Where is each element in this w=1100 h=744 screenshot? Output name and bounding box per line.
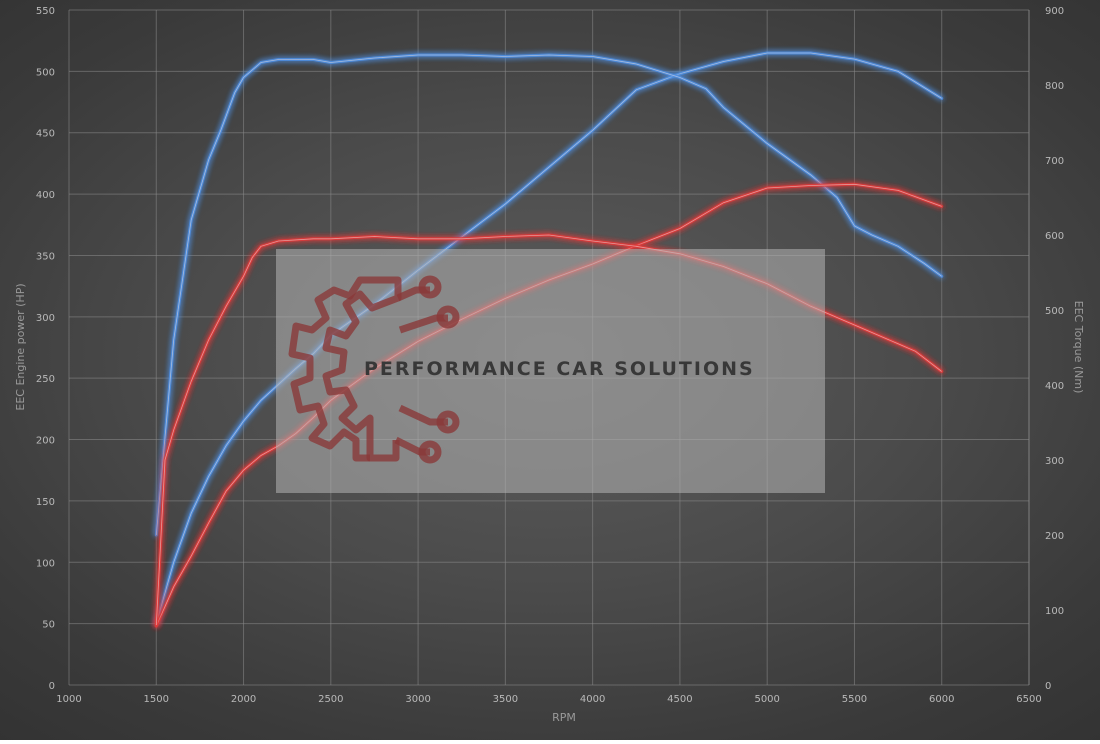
y-left-tick-label: 100 [36, 558, 55, 569]
y-left-tick-label: 50 [42, 620, 55, 631]
x-tick-label: 3000 [405, 694, 430, 705]
y-left-tick-label: 150 [36, 497, 55, 508]
y-left-tick-label: 250 [36, 374, 55, 385]
y-right-tick-label: 300 [1045, 456, 1064, 467]
y-left-tick-label: 350 [36, 251, 55, 262]
y-right-tick-label: 400 [1045, 381, 1064, 392]
x-tick-label: 6000 [929, 694, 954, 705]
x-tick-label: 5000 [754, 694, 779, 705]
x-tick-label: 3500 [493, 694, 518, 705]
watermark: PERFORMANCE CAR SOLUTIONS [276, 249, 825, 493]
x-tick-label: 4000 [580, 694, 605, 705]
y-left-tick-label: 300 [36, 313, 55, 324]
y-right-tick-label: 900 [1045, 6, 1064, 17]
x-tick-label: 4500 [667, 694, 692, 705]
y-left-tick-label: 200 [36, 436, 55, 447]
y-right-axis-title: EEC Torque (Nm) [1072, 301, 1085, 394]
y-right-tick-label: 100 [1045, 606, 1064, 617]
x-tick-label: 1000 [56, 694, 81, 705]
x-tick-label: 2500 [318, 694, 343, 705]
x-tick-label: 6500 [1016, 694, 1041, 705]
x-tick-label: 2000 [231, 694, 256, 705]
y-left-tick-label: 450 [36, 129, 55, 140]
x-tick-label: 5500 [842, 694, 867, 705]
series-highlight-2 [155, 54, 942, 536]
y-right-tick-label: 800 [1045, 81, 1064, 92]
y-left-tick-label: 0 [49, 681, 55, 692]
y-left-tick-label: 550 [36, 6, 55, 17]
y-right-tick-label: 700 [1045, 156, 1064, 167]
y-right-tick-label: 0 [1045, 681, 1051, 692]
y-right-tick-label: 200 [1045, 531, 1064, 542]
y-right-tick-label: 600 [1045, 231, 1064, 242]
gear-circuit-icon [288, 275, 460, 464]
y-left-tick-label: 400 [36, 190, 55, 201]
tick-labels: 1000 1500 2000 2500 3000 3500 4000 4500 5000 5500… [14, 6, 1085, 724]
x-tick-label: 1500 [144, 694, 169, 705]
watermark-text: PERFORMANCE CAR SOLUTIONS [364, 358, 755, 380]
y-left-tick-label: 500 [36, 67, 55, 78]
y-left-axis-title: EEC Engine power (HP) [14, 283, 27, 410]
y-right-tick-label: 500 [1045, 306, 1064, 317]
x-axis-title: RPM [552, 711, 576, 724]
